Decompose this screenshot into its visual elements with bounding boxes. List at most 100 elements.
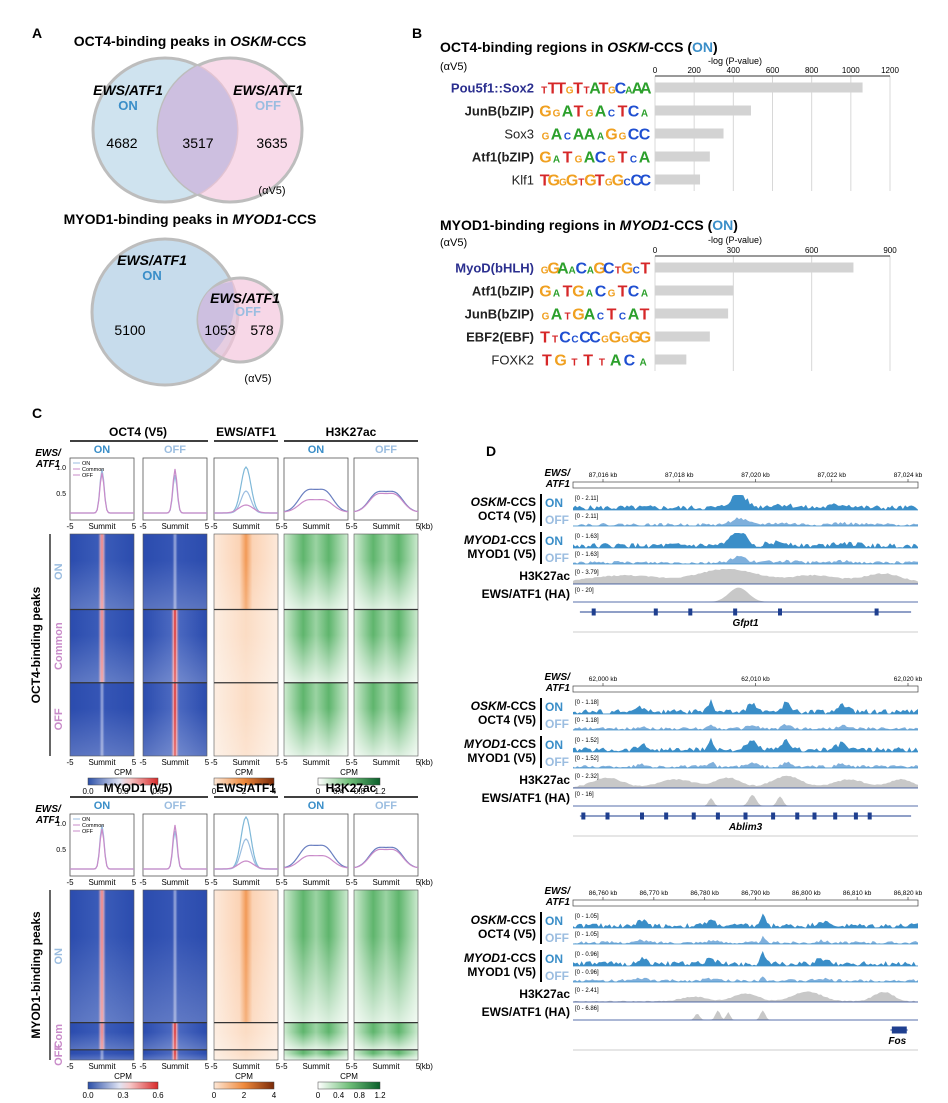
signal-track <box>573 991 918 1002</box>
logo-letter: C <box>595 284 607 301</box>
heatmap-border <box>213 889 279 1061</box>
axis-tick: 5 <box>276 758 281 767</box>
heatmap-fade <box>143 708 207 756</box>
logo-letter: G <box>554 353 566 370</box>
kb-unit: (kb) <box>419 878 433 887</box>
logo-letter: A <box>625 86 632 97</box>
heatmap <box>69 533 135 757</box>
logo-letter: A <box>589 81 601 98</box>
logo-letter: C <box>603 261 615 278</box>
logo-letter: T <box>542 353 552 370</box>
motif-chart-oct4: OCT4-binding regions in OSKM-CCS (ON) (α… <box>440 39 899 191</box>
logo-letter: G <box>605 178 613 189</box>
row-label-myod1: MYOD1 (V5) <box>467 547 536 561</box>
colorbar-tick: 0.6 <box>152 1091 164 1100</box>
signal-track <box>573 775 918 788</box>
colorbar-tick: 0.8 <box>354 1091 366 1100</box>
heatmap-fade <box>214 936 278 1023</box>
legend-label: Common <box>82 467 104 473</box>
logo-letter: A <box>610 353 622 370</box>
coordinate-label: 62,020 kb <box>894 676 923 683</box>
colorbar-tick: 0 <box>316 787 321 796</box>
heatmap-border <box>283 889 349 1061</box>
colorbar-title: CPM <box>340 1072 358 1081</box>
logo-letter: A <box>562 104 574 121</box>
axis-tick: 5 <box>205 1062 210 1071</box>
track-range: [0 - 1.63] <box>575 534 599 540</box>
y-tick: 1.0 <box>56 465 66 472</box>
logo-letter: G <box>608 155 616 166</box>
axis-tick: 5 <box>416 1062 421 1071</box>
bar <box>655 128 724 139</box>
logo-letter: T <box>556 81 566 98</box>
logo-letter: T <box>599 358 605 369</box>
heatmap-fade <box>354 560 418 610</box>
axis-tick: -5 <box>66 878 74 887</box>
logo-letter: C <box>615 81 627 98</box>
logo-letter: C <box>597 312 604 323</box>
logo-letter: G <box>548 261 560 278</box>
axis-tick: Summit <box>161 522 189 531</box>
venn2-title: MYOD1-binding peaks in MYOD1-CCS <box>64 211 317 227</box>
state-label: OFF <box>545 931 569 945</box>
venn1-left-name: EWS/ATF1 <box>93 82 163 98</box>
axis-tick: -5 <box>139 878 147 887</box>
axis-tick: -5 <box>280 758 288 767</box>
y-tick: 0.5 <box>56 491 66 498</box>
row-label-myod: MYOD1-CCS <box>464 533 536 547</box>
logo-letter: C <box>575 261 587 278</box>
legend-label: Common <box>82 823 104 829</box>
ews-atf1-label: ATF1 <box>545 683 571 694</box>
genome-track-block: EWS/ATF1 62,000 kb 62,010 kb 62,020 kb [0 - … <box>464 672 923 837</box>
colorbar-title: CPM <box>235 1072 253 1081</box>
ews-atf1-label: EWS/ <box>544 672 571 683</box>
heatmap-border <box>213 533 279 757</box>
axis-tick: -5 <box>350 522 358 531</box>
axis-tick: Summit <box>88 758 116 767</box>
logo-letter: A <box>553 289 560 300</box>
logo-letter: G <box>608 86 616 97</box>
logo-letter: G <box>541 266 549 277</box>
exon <box>812 812 817 820</box>
logo-letter: A <box>551 307 563 324</box>
row-label-myod1: MYOD1 (V5) <box>467 965 536 979</box>
colorbar-tick: 0 <box>316 1091 321 1100</box>
track-range: [0 - 0.96] <box>575 952 599 958</box>
logo-letter: G <box>629 330 641 347</box>
axis-tick: 5 <box>132 758 137 767</box>
track-range: [0 - 1.05] <box>575 932 599 938</box>
colorbar <box>213 777 275 786</box>
row-label-oct4: OCT4 (V5) <box>478 509 536 523</box>
row-title: OCT4-binding peaks <box>29 586 43 703</box>
logo-letter: A <box>639 150 651 167</box>
axis-tick: 5 <box>205 878 210 887</box>
venn1-overlap-count: 3517 <box>182 135 213 151</box>
motif-logo: TG G G T GT G G C CC <box>540 173 652 190</box>
track-range: [0 - 2.41] <box>575 988 599 994</box>
logo-letter: G <box>572 284 584 301</box>
motif-logo: G A T GA C T C A T <box>542 307 650 324</box>
row-label-oct4: OCT4 (V5) <box>478 713 536 727</box>
signal-track <box>573 761 918 768</box>
state-label: OFF <box>375 444 397 456</box>
venn1-overlap <box>157 65 238 195</box>
signal-track <box>573 794 918 806</box>
heatmap-border <box>142 533 208 757</box>
logo-letter: C <box>630 155 637 166</box>
axis-tick: -5 <box>139 758 147 767</box>
venn2-right-name: EWS/ATF1 <box>210 290 280 306</box>
logo-letter: C <box>628 284 640 301</box>
heatmap-fade <box>70 635 134 683</box>
heatmap-fade <box>143 560 207 610</box>
state-label: ON <box>545 496 563 510</box>
exon <box>778 608 782 616</box>
heatmap-fade <box>284 936 348 1023</box>
logo-letter: A <box>557 261 569 278</box>
chart-note: (αV5) <box>440 237 467 249</box>
motif-name: Atf1(bZIP) <box>472 284 534 299</box>
colorbar-title: CPM <box>235 768 253 777</box>
logo-letter: A <box>568 266 575 277</box>
coordinate-label: 87,016 kb <box>589 472 618 479</box>
